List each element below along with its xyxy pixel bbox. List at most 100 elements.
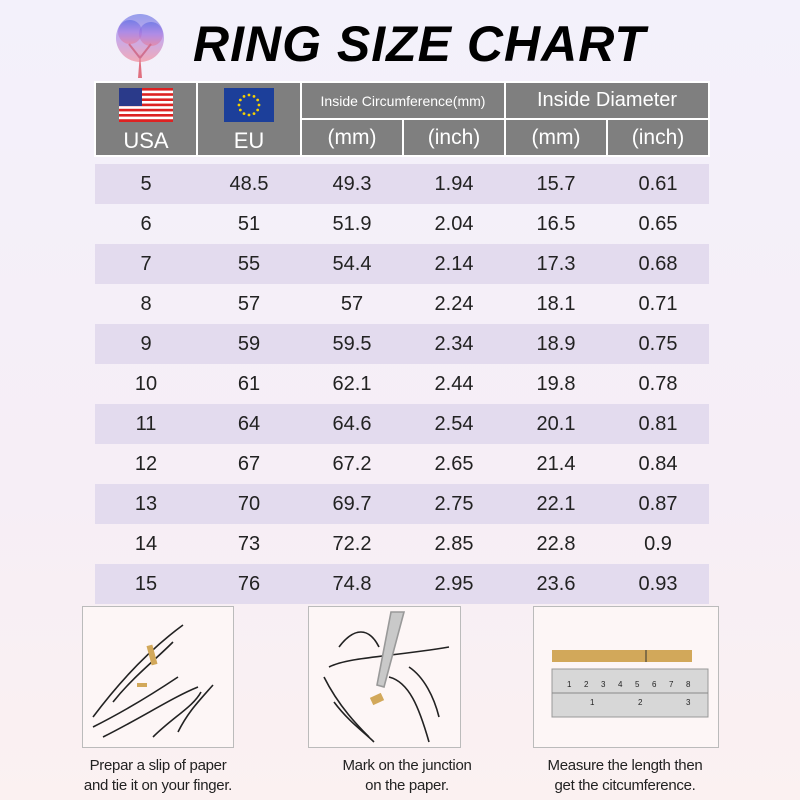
eu-size-cell: 61	[237, 372, 261, 395]
circ-mm-cell: 51.9	[332, 212, 372, 235]
table-row: 11 64 64.6 2.54 20.1 0.81	[95, 404, 709, 444]
eu-size-cell: 48.5	[197, 164, 301, 204]
circ-mm-cell: 64.6	[301, 404, 403, 444]
step-2-line1: Mark on the junction	[342, 757, 472, 774]
eu-size-cell: 55	[197, 244, 301, 284]
eu-size-cell: 57	[237, 292, 261, 315]
circ-inch-cell: 2.65	[434, 452, 474, 475]
step-2-line2: on the paper.	[365, 777, 449, 794]
svg-text:8: 8	[686, 680, 691, 689]
svg-text:1: 1	[590, 698, 595, 707]
circ-mm-cell: 49.3	[301, 164, 403, 204]
usa-size-cell: 15	[95, 564, 197, 604]
circ-inch-cell: 2.95	[403, 564, 505, 604]
eu-star	[237, 103, 241, 107]
circ-inch-cell: 1.94	[403, 164, 505, 204]
eu-star	[242, 94, 246, 98]
eu-header: EU	[196, 81, 302, 157]
diam-mm-cell: 21.4	[536, 452, 576, 475]
table-row: 6 51 51.9 2.04 16.5 0.65	[95, 204, 709, 244]
us-flag-icon	[119, 88, 173, 122]
svg-text:4: 4	[618, 680, 623, 689]
table-row: 10 61 62.1 2.44 19.8 0.78	[95, 364, 709, 404]
usa-size-cell: 10	[134, 372, 158, 395]
circ-inch-cell: 2.04	[434, 212, 474, 235]
eu-star	[257, 103, 261, 107]
usa-size-cell: 5	[95, 164, 197, 204]
circumference-header: Inside Circumference(mm)	[300, 81, 506, 120]
step-2-caption: Mark on the junction on the paper.	[307, 756, 507, 796]
circ-inch-cell: 2.14	[403, 244, 505, 284]
step-1-line2: and tie it on your finger.	[83, 777, 233, 794]
diam-inch-cell: 0.9	[644, 532, 672, 555]
eu-star	[256, 108, 260, 112]
diam-inch-cell: 0.84	[638, 452, 678, 475]
circ-inch-cell: 2.54	[403, 404, 505, 444]
diam-inch-cell: 0.75	[607, 324, 709, 364]
step-1-illustration	[82, 606, 234, 748]
circ-mm-cell: 67.2	[332, 452, 372, 475]
diam-mm-cell: 22.1	[505, 484, 607, 524]
eu-size-cell: 67	[237, 452, 261, 475]
usa-size-cell: 9	[95, 324, 197, 364]
eu-star	[247, 113, 251, 117]
circ-inch-cell: 2.85	[434, 532, 474, 555]
svg-text:1: 1	[567, 680, 572, 689]
title-row: RING SIZE CHART	[105, 8, 646, 80]
circ-mm-cell: 54.4	[301, 244, 403, 284]
eu-star	[252, 94, 256, 98]
svg-text:6: 6	[652, 680, 657, 689]
svg-text:3: 3	[601, 680, 606, 689]
usa-size-cell: 12	[134, 452, 158, 475]
table-row: 12 67 67.2 2.65 21.4 0.84	[95, 444, 709, 484]
diam-inch-cell: 0.78	[638, 372, 678, 395]
table-row: 14 73 72.2 2.85 22.8 0.9	[95, 524, 709, 564]
step-3-line2: get the citcumference.	[554, 777, 696, 794]
usa-size-cell: 13	[95, 484, 197, 524]
diam-mm-cell: 22.8	[536, 532, 576, 555]
eu-size-cell: 59	[197, 324, 301, 364]
tree-logo-icon	[116, 14, 164, 78]
circ-inch-cell: 2.44	[434, 372, 474, 395]
svg-text:3: 3	[686, 698, 691, 707]
page-title: RING SIZE CHART	[193, 16, 646, 72]
table-row: 9 59 59.5 2.34 18.9 0.75	[95, 324, 709, 364]
eu-size-cell: 73	[237, 532, 261, 555]
diam-mm-cell: 15.7	[505, 164, 607, 204]
diam-mm-cell: 18.1	[536, 292, 576, 315]
eu-star	[238, 108, 242, 112]
table-row: 8 57 57 2.24 18.1 0.71	[95, 284, 709, 324]
circ-mm-header: (mm)	[300, 118, 404, 157]
usa-size-cell: 14	[134, 532, 158, 555]
svg-text:2: 2	[638, 698, 643, 707]
svg-text:7: 7	[669, 680, 674, 689]
eu-star	[256, 98, 260, 102]
eu-star	[242, 112, 246, 116]
diam-mm-cell: 23.6	[505, 564, 607, 604]
eu-label: EU	[233, 128, 265, 153]
circ-mm-cell: 62.1	[332, 372, 372, 395]
circ-mm-cell: 57	[340, 292, 364, 315]
circ-inch-cell: 2.24	[434, 292, 474, 315]
circ-mm-cell: 59.5	[301, 324, 403, 364]
eu-star	[252, 112, 256, 116]
diam-inch-cell: 0.71	[638, 292, 678, 315]
circ-inch-cell: 2.75	[403, 484, 505, 524]
diam-mm-cell: 17.3	[505, 244, 607, 284]
table-row: 5 48.5 49.3 1.94 15.7 0.61	[95, 164, 709, 204]
diam-mm-cell: 20.1	[505, 404, 607, 444]
diam-mm-cell: 18.9	[505, 324, 607, 364]
usa-size-cell: 6	[140, 212, 152, 235]
table-row: 7 55 54.4 2.14 17.3 0.68	[95, 244, 709, 284]
circ-mm-cell: 69.7	[301, 484, 403, 524]
diam-mm-cell: 19.8	[536, 372, 576, 395]
svg-text:2: 2	[584, 680, 589, 689]
usa-size-cell: 7	[95, 244, 197, 284]
usa-size-cell: 11	[95, 404, 197, 444]
step-2-illustration	[308, 606, 461, 748]
svg-text:5: 5	[635, 680, 640, 689]
diam-inch-cell: 0.68	[607, 244, 709, 284]
eu-size-cell: 76	[197, 564, 301, 604]
